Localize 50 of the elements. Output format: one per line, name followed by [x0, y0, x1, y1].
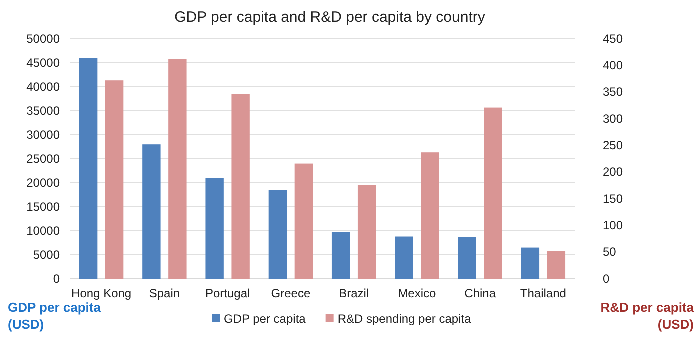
bar — [79, 58, 98, 279]
y-tick-label: 20000 — [26, 176, 60, 190]
y2-tick-label: 0 — [603, 272, 610, 286]
y-tick-label: 30000 — [26, 128, 60, 142]
y2-axis-title: R&D per capita (USD) — [600, 300, 695, 332]
x-tick-label: Thailand — [520, 286, 566, 301]
x-tick-label: Spain — [149, 286, 180, 301]
bar — [142, 144, 161, 279]
bar — [484, 108, 502, 279]
bar — [358, 185, 376, 279]
x-tick-label: China — [464, 286, 496, 301]
y-tick-label: 50000 — [26, 32, 60, 46]
x-tick-label: Brazil — [339, 286, 370, 301]
y2-tick-label: 150 — [603, 192, 624, 206]
y-tick-label: 40000 — [26, 80, 60, 94]
y-tick-label: 0 — [53, 272, 60, 286]
x-tick-label: Portugal — [205, 286, 250, 301]
x-tick-label: Hong Kong — [72, 286, 132, 301]
bar — [268, 190, 288, 279]
x-tick-label: Mexico — [398, 286, 437, 301]
y-tick-label: 5000 — [33, 248, 60, 262]
x-tick-label: Greece — [271, 286, 311, 301]
y2-tick-label: 350 — [603, 85, 624, 100]
y-tick-label: 10000 — [26, 224, 60, 238]
y2-tick-label: 100 — [603, 218, 624, 233]
y2-tick-label: 200 — [603, 165, 624, 180]
bar — [547, 251, 566, 279]
bar — [458, 237, 476, 279]
y-tick-label: 35000 — [26, 104, 60, 118]
y-tick-label: 15000 — [26, 200, 60, 214]
legend-label: GDP per capita — [224, 312, 306, 326]
y2-tick-label: 400 — [603, 58, 624, 73]
bar — [168, 59, 187, 279]
chart-title: GDP per capita and R&D per capita by country — [174, 9, 486, 26]
bar — [105, 80, 124, 279]
y2-tick-label: 50 — [603, 245, 617, 260]
y-tick-label: 45000 — [26, 56, 60, 70]
bar — [206, 178, 224, 279]
bar — [232, 94, 250, 279]
bar — [521, 248, 540, 279]
legend-label: R&D spending per capita — [338, 312, 472, 326]
y-tick-label: 25000 — [26, 152, 60, 166]
y2-tick-label: 450 — [603, 32, 624, 46]
bar — [421, 152, 440, 279]
bar — [332, 232, 350, 279]
y2-tick-label: 300 — [603, 112, 624, 126]
bar — [294, 164, 314, 279]
y-axis-title: GDP per capita (USD) — [8, 300, 102, 332]
bar — [395, 236, 414, 279]
y2-tick-label: 250 — [603, 138, 624, 153]
